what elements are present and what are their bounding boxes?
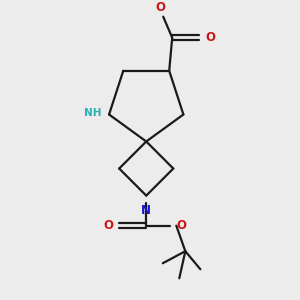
Text: O: O — [176, 219, 186, 232]
Text: O: O — [205, 31, 215, 44]
Text: O: O — [155, 1, 165, 14]
Text: N: N — [141, 204, 151, 217]
Text: NH: NH — [84, 108, 102, 118]
Text: O: O — [103, 219, 113, 232]
